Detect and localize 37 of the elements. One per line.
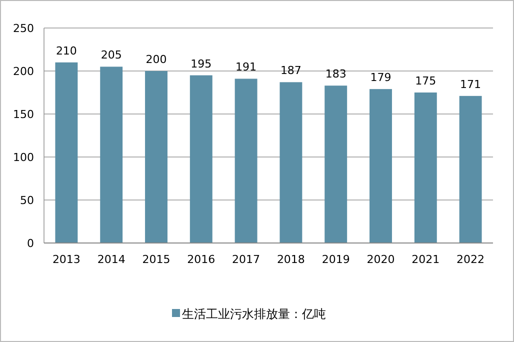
data-label: 175 bbox=[415, 74, 436, 88]
data-label: 187 bbox=[280, 64, 302, 78]
x-tick-label: 2013 bbox=[52, 253, 80, 266]
data-label: 205 bbox=[100, 48, 122, 62]
bar bbox=[145, 71, 168, 243]
bar bbox=[324, 86, 348, 243]
bar bbox=[459, 96, 482, 243]
y-tick-label: 150 bbox=[13, 108, 34, 121]
y-tick-label: 0 bbox=[27, 236, 34, 250]
x-tick-label: 2022 bbox=[456, 253, 485, 266]
data-label: 171 bbox=[460, 78, 482, 91]
x-tick-label: 2020 bbox=[366, 253, 395, 266]
x-tick-label: 2019 bbox=[322, 253, 350, 266]
x-tick-label: 2021 bbox=[412, 253, 440, 266]
bar bbox=[190, 75, 212, 243]
x-tick-label: 2015 bbox=[142, 253, 170, 266]
x-tick-label: 2016 bbox=[187, 253, 216, 266]
x-tick-label: 2014 bbox=[97, 253, 126, 266]
y-tick-label: 50 bbox=[20, 194, 34, 207]
data-label: 191 bbox=[236, 60, 257, 74]
x-tick-label: 2017 bbox=[232, 253, 260, 266]
y-tick-label: 200 bbox=[13, 64, 34, 78]
bar bbox=[55, 62, 78, 243]
data-label: 179 bbox=[370, 71, 392, 84]
data-label: 183 bbox=[325, 68, 346, 81]
x-tick-label: 2018 bbox=[276, 253, 305, 266]
bar bbox=[370, 89, 392, 243]
data-label: 210 bbox=[56, 44, 77, 58]
data-label: 195 bbox=[190, 57, 212, 70]
data-label: 200 bbox=[146, 53, 167, 66]
y-tick-label: 100 bbox=[13, 150, 34, 164]
bar bbox=[414, 92, 437, 243]
bar bbox=[280, 82, 302, 243]
bar bbox=[234, 78, 258, 243]
y-tick-label: 250 bbox=[13, 22, 34, 35]
legend-label: 生活工业污水排放量：亿吨 bbox=[182, 307, 326, 322]
bar bbox=[100, 66, 123, 243]
